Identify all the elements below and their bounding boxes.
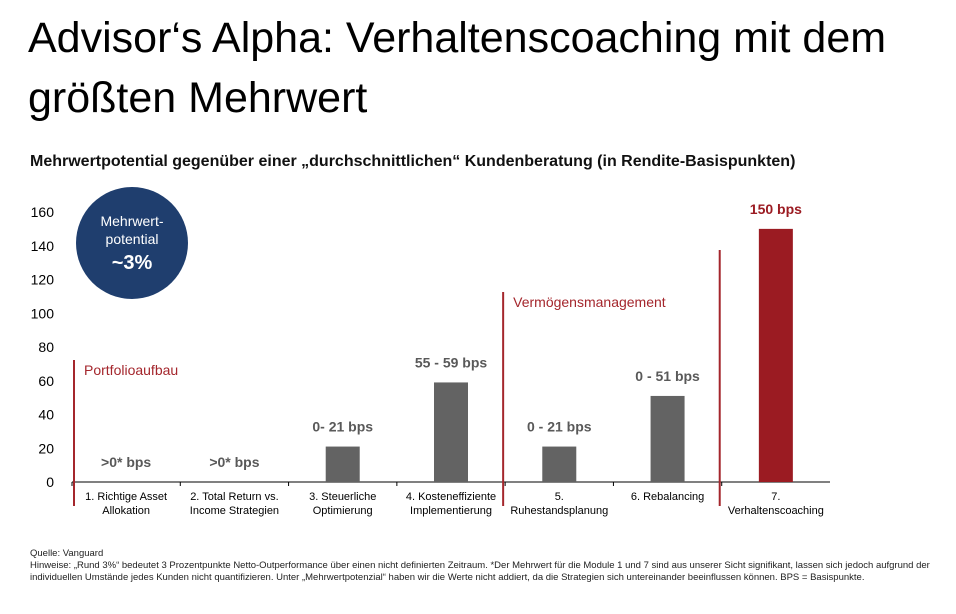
x-tick-label: 3. Steuerliche [309,491,376,503]
data-label: >0* bps [101,454,151,470]
x-tick-label: 4. Kosteneffiziente [406,491,496,503]
data-label: 55 - 59 bps [415,354,488,370]
section-label: Vermögensmanagement [513,294,666,310]
x-tick-label: Ruhestandsplanung [510,505,608,517]
badge-line-1: Mehrwert- [100,213,164,229]
y-tick-label: 60 [38,373,54,389]
footer-source: Quelle: Vanguard [30,548,104,559]
data-label: 0 - 21 bps [527,419,592,435]
x-tick-label: Allokation [102,505,150,517]
footer: Quelle: Vanguard Hinweise: „Rund 3%“ bed… [30,548,940,584]
badge-value: ~3% [111,252,153,274]
y-tick-label: 0 [46,474,54,490]
page-title: Advisor‘s Alpha: Verhaltenscoaching mit … [28,14,887,122]
data-label: 0 - 51 bps [635,368,700,384]
section-label: Portfolioaufbau [84,362,178,378]
footer-notes: Hinweise: „Rund 3%“ bedeutet 3 Prozentpu… [30,560,930,583]
bar [758,228,793,482]
x-tick-label: 7. [771,491,780,503]
y-tick-label: 120 [31,272,55,288]
x-tick-label: 1. Richtige Asset [85,491,167,503]
chart-subtitle: Mehrwertpotential gegenüber einer „durch… [30,153,796,170]
x-tick-label: 2. Total Return vs. [190,491,278,503]
x-tick-label: Implementierung [410,505,492,517]
data-label: >0* bps [209,454,259,470]
x-tick-label: 6. Rebalancing [631,491,704,503]
y-tick-label: 40 [38,407,54,423]
x-tick-label: Optimierung [313,505,373,517]
y-tick-label: 80 [38,339,54,355]
bar [650,395,685,482]
y-tick-label: 140 [31,238,55,254]
y-tick-label: 160 [31,204,55,220]
data-label: 0- 21 bps [312,419,373,435]
y-tick-label: 100 [31,305,55,321]
value-badge: Mehrwert- potential ~3% [76,187,188,299]
data-label: 150 bps [750,201,802,217]
bar [542,446,577,482]
bar-chart: 0 20 40 60 80 100 120 140 160 Portfolioaufbau Verm… [31,201,830,517]
x-tick-label: Verhaltenscoaching [728,505,824,517]
badge-line-2: potential [105,231,159,247]
x-tick-label: Income Strategien [190,505,279,517]
bar [434,382,468,482]
bar [325,446,360,482]
x-tick-label: 5. [555,491,564,503]
y-tick-label: 20 [38,440,54,456]
